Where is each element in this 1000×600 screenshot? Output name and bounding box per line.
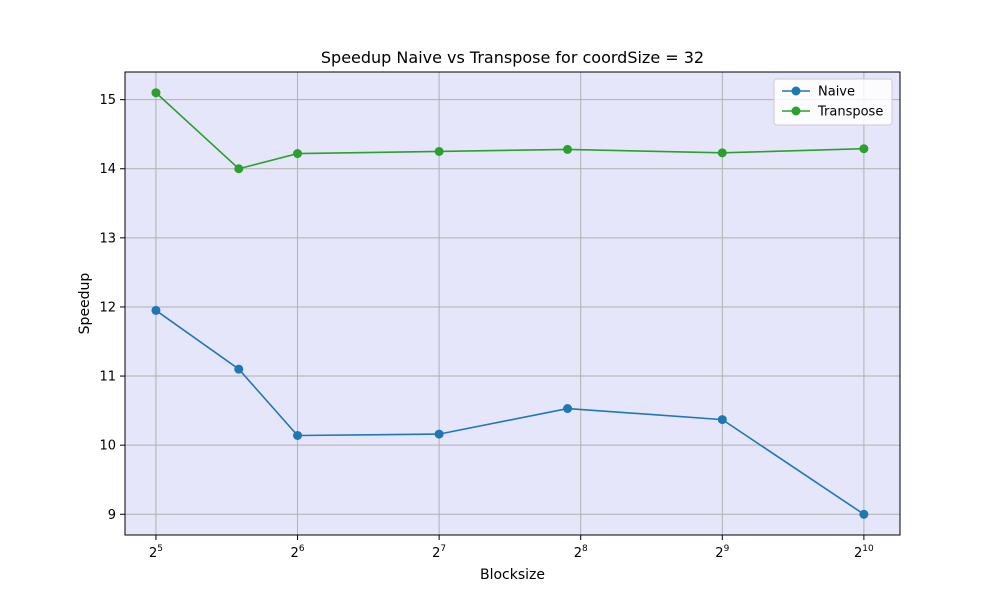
- x-tick-exponent: 7: [440, 544, 446, 554]
- x-tick-base: 2: [149, 546, 157, 561]
- y-tick-label: 14: [99, 162, 116, 177]
- x-tick-label: 25: [149, 544, 163, 561]
- x-tick-base: 2: [715, 546, 723, 561]
- y-axis: 9 10 11 12 13 14 15: [99, 93, 125, 523]
- x-tick-exponent: 8: [582, 544, 588, 554]
- y-tick-label: 13: [99, 231, 116, 246]
- data-point-naive: [151, 305, 161, 315]
- data-point-transpose: [859, 144, 869, 154]
- data-point-transpose: [151, 88, 161, 98]
- data-point-naive: [234, 364, 244, 374]
- x-tick-label: 210: [854, 544, 874, 561]
- x-tick-label: 27: [432, 544, 446, 561]
- x-tick-base: 2: [291, 546, 299, 561]
- x-tick-exponent: 5: [157, 544, 163, 554]
- x-tick-exponent: 9: [724, 544, 730, 554]
- x-tick-label: 28: [574, 544, 588, 561]
- legend-label-transpose: Transpose: [817, 105, 883, 120]
- data-point-naive: [859, 509, 869, 519]
- x-axis: 25 26 27 28 29 210: [149, 535, 874, 561]
- x-tick-label: 26: [291, 544, 305, 561]
- data-point-naive: [717, 415, 727, 425]
- x-tick-exponent: 10: [862, 544, 874, 554]
- y-tick-label: 10: [99, 439, 116, 454]
- chart-title: Speedup Naive vs Transpose for coordSize…: [321, 48, 704, 67]
- data-point-naive: [563, 404, 573, 414]
- series-layer: [151, 88, 869, 519]
- x-axis-label: Blocksize: [480, 567, 545, 583]
- plot-area: [125, 72, 900, 535]
- data-point-naive: [434, 429, 444, 439]
- data-point-transpose: [717, 148, 727, 158]
- y-axis-label: Speedup: [77, 273, 93, 335]
- legend-marker-naive: [791, 86, 801, 96]
- legend-marker-transpose: [791, 106, 801, 116]
- data-point-naive: [293, 430, 303, 440]
- data-point-transpose: [293, 149, 303, 159]
- data-point-transpose: [563, 144, 573, 154]
- y-tick-label: 12: [99, 300, 116, 315]
- plot-frame: [124, 71, 901, 536]
- data-point-transpose: [234, 164, 244, 174]
- legend: Naive Transpose: [773, 78, 893, 126]
- data-point-transpose: [434, 146, 444, 156]
- x-tick-base: 2: [432, 546, 440, 561]
- y-tick-label: 15: [99, 93, 116, 108]
- x-tick-base: 2: [854, 546, 862, 561]
- legend-label-naive: Naive: [818, 85, 855, 100]
- y-tick-label: 9: [108, 508, 116, 523]
- x-tick-exponent: 6: [299, 544, 305, 554]
- x-tick-label: 29: [715, 544, 729, 561]
- y-tick-label: 11: [99, 370, 116, 385]
- x-tick-base: 2: [574, 546, 582, 561]
